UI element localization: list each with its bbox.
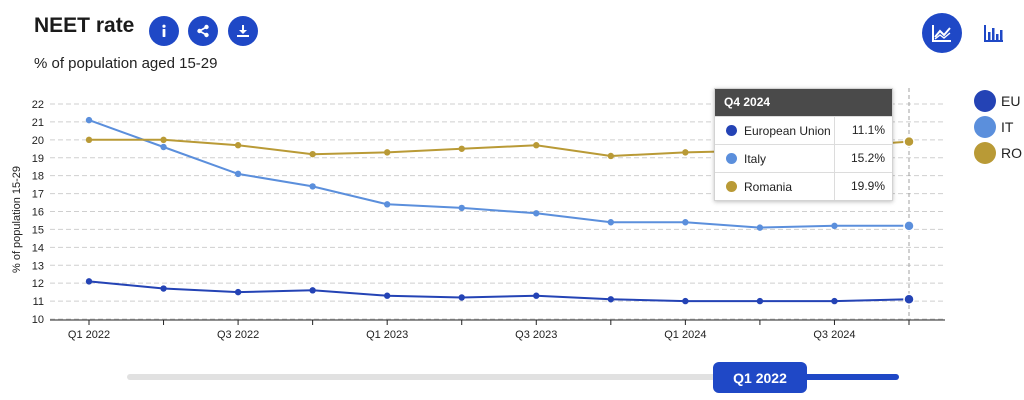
tooltip-row-ro: Romania 19.9% [715, 172, 892, 200]
x-tick-label-10: Q3 2024 [813, 329, 855, 341]
chart-title: NEET rate [34, 14, 135, 37]
data-point-it-8 [682, 219, 689, 226]
y-tick-label-10: 10 [32, 314, 44, 326]
legend-swatch-ro [974, 142, 996, 164]
data-point-ro-7 [607, 152, 615, 160]
legend-label-eu: EU [1001, 93, 1021, 109]
y-tick-label-20: 20 [32, 135, 44, 147]
download-button[interactable] [228, 16, 258, 46]
data-point-it-7 [607, 219, 615, 226]
data-point-it-1 [160, 143, 167, 151]
y-tick-label-17: 17 [32, 189, 44, 201]
line-chart-toggle-button[interactable] [922, 13, 962, 53]
y-tick-label-12: 12 [32, 278, 44, 290]
y-tick-label-11: 11 [33, 296, 44, 308]
data-point-ro-3 [309, 150, 316, 158]
series-line-eu [88, 280, 910, 303]
data-point-it-0 [85, 116, 93, 124]
data-point-ro-0 [85, 136, 93, 144]
data-point-ro-11 [903, 135, 915, 148]
tooltip-swatch-ro [726, 181, 737, 192]
series-line-it [88, 119, 909, 229]
tooltip-name-it: Italy [744, 151, 767, 166]
x-tick-label-2: Q3 2022 [217, 329, 259, 341]
data-point-it-3 [309, 183, 316, 190]
chart-subtitle: % of population aged 15-29 [34, 55, 218, 72]
legend-item-it[interactable]: IT [974, 114, 1022, 140]
data-point-eu-4 [383, 292, 391, 299]
data-point-ro-2 [234, 142, 242, 149]
y-tick-label-14: 14 [32, 242, 44, 254]
y-tick-label-13: 13 [32, 260, 44, 272]
time-slider-track[interactable] [127, 374, 899, 380]
x-tick-label-6: Q3 2023 [515, 329, 557, 341]
data-point-eu-7 [607, 296, 615, 303]
data-point-eu-8 [682, 297, 689, 305]
data-point-it-9 [756, 224, 764, 231]
data-point-it-4 [383, 201, 391, 208]
x-tick-label-8: Q1 2024 [664, 329, 706, 341]
data-point-ro-4 [383, 149, 391, 156]
data-point-it-10 [831, 222, 838, 230]
data-point-eu-9 [756, 297, 764, 305]
data-point-ro-8 [682, 149, 689, 156]
legend-label-it: IT [1001, 119, 1014, 135]
chart-tooltip: Q4 2024 European Union 11.1% Italy 15.2%… [714, 88, 893, 201]
tooltip-row-it: Italy 15.2% [715, 144, 892, 172]
tooltip-name-ro: Romania [744, 179, 793, 194]
y-tick-label-19: 19 [32, 153, 44, 165]
legend-swatch-eu [974, 90, 996, 112]
data-point-eu-2 [234, 288, 242, 296]
bar-chart-toggle-button[interactable] [974, 13, 1014, 53]
data-point-eu-10 [831, 297, 838, 305]
legend-item-ro[interactable]: RO [974, 140, 1022, 166]
share-button[interactable] [188, 16, 218, 46]
data-point-ro-1 [160, 136, 167, 144]
tooltip-title: Q4 2024 [715, 89, 892, 116]
chart-legend: EU IT RO [974, 88, 1022, 166]
tooltip-value-eu: 11.1% [834, 117, 892, 144]
legend-item-eu[interactable]: EU [974, 88, 1022, 114]
data-point-it-2 [234, 170, 242, 178]
data-point-eu-1 [160, 285, 167, 292]
legend-swatch-it [974, 116, 996, 138]
data-point-eu-5 [458, 294, 465, 301]
data-point-ro-6 [533, 142, 540, 149]
tooltip-swatch-eu [726, 125, 737, 136]
y-tick-label-15: 15 [32, 224, 44, 236]
x-tick-label-0: Q1 2022 [68, 329, 110, 341]
tooltip-row-eu: European Union 11.1% [715, 116, 892, 144]
tooltip-value-ro: 19.9% [834, 173, 892, 200]
data-point-eu-6 [533, 292, 540, 299]
bar-chart-icon [984, 25, 1003, 42]
time-slider-handle[interactable]: Q1 2022 [713, 362, 807, 393]
legend-label-ro: RO [1001, 145, 1022, 161]
line-chart-icon [932, 25, 951, 42]
tooltip-value-it: 15.2% [834, 145, 892, 172]
share-icon [197, 24, 209, 38]
tooltip-name-eu: European Union [744, 123, 831, 138]
info-button[interactable] [149, 16, 179, 46]
data-point-eu-11 [903, 293, 915, 306]
data-point-it-6 [533, 210, 540, 217]
time-slider-range[interactable] [760, 374, 899, 380]
data-point-ro-5 [458, 145, 465, 152]
data-point-eu-0 [85, 278, 93, 285]
download-icon [237, 25, 249, 37]
y-tick-label-18: 18 [32, 171, 44, 183]
data-point-it-5 [458, 204, 465, 212]
y-axis-label: % of population 15-29 [11, 166, 23, 273]
info-icon [162, 24, 166, 37]
y-tick-label-21: 21 [32, 117, 44, 129]
y-tick-label-22: 22 [32, 99, 44, 111]
y-tick-label-16: 16 [32, 207, 44, 219]
tooltip-swatch-it [726, 153, 737, 164]
data-point-it-11 [903, 220, 915, 232]
x-tick-label-4: Q1 2023 [366, 329, 408, 341]
data-point-eu-3 [309, 287, 316, 294]
